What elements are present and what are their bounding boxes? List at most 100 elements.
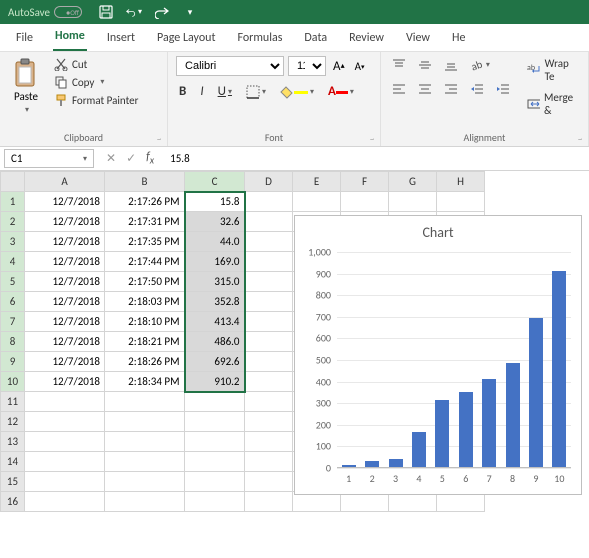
row-header-13[interactable]: 13: [1, 432, 25, 452]
row-header-3[interactable]: 3: [1, 232, 25, 252]
row-header-15[interactable]: 15: [1, 472, 25, 492]
cell[interactable]: 12/7/2018: [25, 212, 105, 232]
col-header-B[interactable]: B: [105, 172, 185, 192]
row-header-2[interactable]: 2: [1, 212, 25, 232]
autosave-toggle[interactable]: ● Off: [54, 6, 82, 18]
cell[interactable]: [245, 432, 293, 452]
format-painter-button[interactable]: Format Painter: [50, 92, 142, 108]
row-header-14[interactable]: 14: [1, 452, 25, 472]
fx-icon[interactable]: fx: [146, 150, 154, 166]
cell[interactable]: [25, 432, 105, 452]
cell[interactable]: 2:17:50 PM: [105, 272, 185, 292]
bold-button[interactable]: B: [176, 82, 189, 101]
cell[interactable]: 486.0: [185, 332, 245, 352]
align-top-icon[interactable]: [389, 56, 409, 74]
cell[interactable]: [185, 412, 245, 432]
cut-button[interactable]: Cut: [50, 56, 142, 72]
row-header-8[interactable]: 8: [1, 332, 25, 352]
cell[interactable]: 315.0: [185, 272, 245, 292]
cell[interactable]: [389, 192, 437, 212]
cell[interactable]: [185, 492, 245, 512]
formula-value[interactable]: 15.8: [162, 152, 198, 165]
merge-button[interactable]: Merge &: [523, 90, 580, 118]
increase-indent-icon[interactable]: [493, 80, 513, 98]
row-header-11[interactable]: 11: [1, 392, 25, 412]
row-header-5[interactable]: 5: [1, 272, 25, 292]
cell[interactable]: [245, 392, 293, 412]
cell[interactable]: 910.2: [185, 372, 245, 392]
underline-button[interactable]: U▾: [215, 82, 235, 101]
cell[interactable]: 12/7/2018: [25, 372, 105, 392]
cell[interactable]: [245, 332, 293, 352]
tab-insert[interactable]: Insert: [105, 27, 137, 51]
cell[interactable]: 15.8: [185, 192, 245, 212]
cell[interactable]: 2:18:10 PM: [105, 312, 185, 332]
tab-home[interactable]: Home: [53, 25, 87, 51]
cell[interactable]: [341, 192, 389, 212]
cell[interactable]: [245, 472, 293, 492]
cell[interactable]: [105, 472, 185, 492]
cell[interactable]: [437, 192, 485, 212]
cell[interactable]: 32.6: [185, 212, 245, 232]
save-icon[interactable]: [98, 4, 114, 20]
cell[interactable]: [245, 212, 293, 232]
row-header-7[interactable]: 7: [1, 312, 25, 332]
orientation-icon[interactable]: ab▾: [467, 56, 493, 74]
cell[interactable]: 44.0: [185, 232, 245, 252]
chart-object[interactable]: Chart 01002003004005006007008009001,000 …: [294, 215, 582, 495]
row-header-4[interactable]: 4: [1, 252, 25, 272]
cell[interactable]: 12/7/2018: [25, 232, 105, 252]
cell[interactable]: [105, 392, 185, 412]
cell[interactable]: [185, 452, 245, 472]
decrease-font-icon[interactable]: A▾: [352, 58, 368, 75]
row-header-1[interactable]: 1: [1, 192, 25, 212]
tab-page-layout[interactable]: Page Layout: [155, 27, 217, 51]
cell[interactable]: [245, 352, 293, 372]
cell[interactable]: [245, 192, 293, 212]
cell[interactable]: [105, 452, 185, 472]
cell[interactable]: 2:18:34 PM: [105, 372, 185, 392]
tab-review[interactable]: Review: [347, 27, 386, 51]
cell[interactable]: 2:18:03 PM: [105, 292, 185, 312]
align-bottom-icon[interactable]: [441, 56, 461, 74]
col-header-H[interactable]: H: [437, 172, 485, 192]
cell[interactable]: [245, 312, 293, 332]
cell[interactable]: [105, 432, 185, 452]
cell[interactable]: 2:17:35 PM: [105, 232, 185, 252]
border-button[interactable]: ▾: [243, 83, 269, 101]
cell[interactable]: 12/7/2018: [25, 292, 105, 312]
cell[interactable]: [245, 292, 293, 312]
fill-color-button[interactable]: ▾: [277, 83, 317, 101]
cell[interactable]: [185, 472, 245, 492]
align-left-icon[interactable]: [389, 80, 409, 98]
cell[interactable]: [245, 372, 293, 392]
cell[interactable]: [245, 272, 293, 292]
align-middle-icon[interactable]: [415, 56, 435, 74]
enter-icon[interactable]: ✓: [126, 151, 136, 166]
wrap-text-button[interactable]: ab Wrap Te: [523, 56, 580, 84]
cell[interactable]: [25, 412, 105, 432]
cell[interactable]: 12/7/2018: [25, 312, 105, 332]
cell[interactable]: 2:17:31 PM: [105, 212, 185, 232]
col-header-G[interactable]: G: [389, 172, 437, 192]
cancel-icon[interactable]: ✕: [106, 151, 116, 166]
cell[interactable]: [245, 232, 293, 252]
cell[interactable]: 12/7/2018: [25, 252, 105, 272]
cell[interactable]: [105, 492, 185, 512]
col-header-A[interactable]: A: [25, 172, 105, 192]
tab-he[interactable]: He: [450, 27, 467, 51]
row-header-10[interactable]: 10: [1, 372, 25, 392]
cell[interactable]: [25, 472, 105, 492]
italic-button[interactable]: I: [197, 82, 206, 101]
cell[interactable]: 692.6: [185, 352, 245, 372]
col-header-D[interactable]: D: [245, 172, 293, 192]
font-color-button[interactable]: A▾: [325, 82, 357, 101]
align-right-icon[interactable]: [441, 80, 461, 98]
cell[interactable]: 169.0: [185, 252, 245, 272]
tab-view[interactable]: View: [404, 27, 432, 51]
cell[interactable]: [105, 412, 185, 432]
tab-data[interactable]: Data: [302, 27, 329, 51]
cell[interactable]: [245, 412, 293, 432]
col-header-F[interactable]: F: [341, 172, 389, 192]
row-header-16[interactable]: 16: [1, 492, 25, 512]
